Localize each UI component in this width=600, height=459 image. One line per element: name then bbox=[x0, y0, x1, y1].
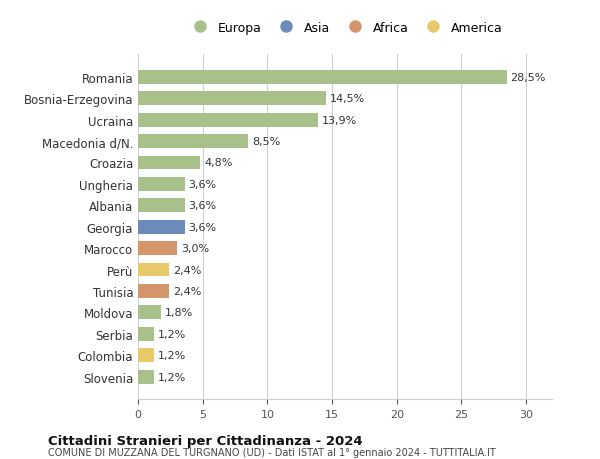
Bar bbox=[138, 199, 185, 213]
Text: 1,2%: 1,2% bbox=[157, 372, 185, 382]
Text: 1,2%: 1,2% bbox=[157, 350, 185, 360]
Text: 14,5%: 14,5% bbox=[329, 94, 365, 104]
Bar bbox=[138, 284, 169, 298]
Text: Cittadini Stranieri per Cittadinanza - 2024: Cittadini Stranieri per Cittadinanza - 2… bbox=[48, 434, 362, 447]
Text: 3,6%: 3,6% bbox=[188, 179, 217, 190]
Bar bbox=[138, 348, 154, 362]
Bar bbox=[138, 135, 248, 149]
Legend: Europa, Asia, Africa, America: Europa, Asia, Africa, America bbox=[182, 17, 508, 39]
Bar bbox=[138, 71, 507, 84]
Bar bbox=[138, 327, 154, 341]
Text: 2,4%: 2,4% bbox=[173, 265, 202, 275]
Text: COMUNE DI MUZZANA DEL TURGNANO (UD) - Dati ISTAT al 1° gennaio 2024 - TUTTITALIA: COMUNE DI MUZZANA DEL TURGNANO (UD) - Da… bbox=[48, 448, 496, 458]
Bar bbox=[138, 263, 169, 277]
Bar bbox=[138, 306, 161, 319]
Text: 8,5%: 8,5% bbox=[252, 137, 280, 147]
Text: 28,5%: 28,5% bbox=[511, 73, 546, 83]
Text: 13,9%: 13,9% bbox=[322, 115, 357, 125]
Bar bbox=[138, 156, 200, 170]
Bar bbox=[138, 370, 154, 384]
Bar bbox=[138, 113, 318, 127]
Text: 3,6%: 3,6% bbox=[188, 222, 217, 232]
Bar bbox=[138, 241, 177, 256]
Bar bbox=[138, 92, 326, 106]
Text: 2,4%: 2,4% bbox=[173, 286, 202, 296]
Text: 3,6%: 3,6% bbox=[188, 201, 217, 211]
Bar bbox=[138, 178, 185, 191]
Text: 4,8%: 4,8% bbox=[204, 158, 232, 168]
Text: 1,8%: 1,8% bbox=[165, 308, 193, 318]
Bar bbox=[138, 220, 185, 234]
Text: 1,2%: 1,2% bbox=[157, 329, 185, 339]
Text: 3,0%: 3,0% bbox=[181, 244, 209, 253]
